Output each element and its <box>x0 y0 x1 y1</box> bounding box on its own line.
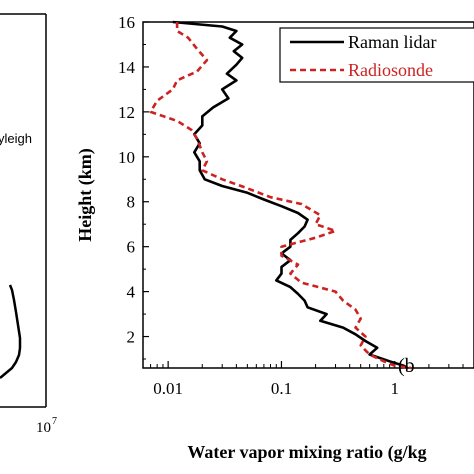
x-tick-label: 0.01 <box>153 379 183 398</box>
series-layer <box>149 20 412 370</box>
legend-label-radiosonde: Radiosonde <box>348 60 433 80</box>
x-axis-label: Water vapor mixing ratio (g/kg <box>187 442 426 463</box>
left-panel-x-tick-label-base: 10 <box>36 420 51 436</box>
series-line-raman-lidar <box>172 20 409 370</box>
y-tick-label: 14 <box>118 58 136 77</box>
series-line-radiosonde <box>149 22 412 370</box>
left-panel-label: yleigh <box>0 131 32 146</box>
y-tick-label: 8 <box>127 193 136 212</box>
x-ticks: 0.01 0.1 1 <box>150 361 464 398</box>
plot-area: 2 4 6 8 10 12 14 16 0.01 0.1 1 (b Raman lidar Rad… <box>75 13 474 463</box>
legend-box <box>279 27 474 83</box>
y-tick-label: 10 <box>118 148 135 167</box>
legend: Raman lidar Radiosonde <box>279 27 474 83</box>
left-panel-profile <box>0 284 22 379</box>
y-tick-label: 16 <box>118 13 135 32</box>
y-tick-label: 4 <box>127 283 136 302</box>
y-axis-label: Height (km) <box>75 148 96 242</box>
panel-label: (b <box>398 355 415 377</box>
left-panel: yleigh 10 7 <box>0 13 57 436</box>
y-ticks: 2 4 6 8 10 12 14 16 <box>118 13 149 360</box>
y-tick-label: 12 <box>118 103 135 122</box>
plot-frame <box>142 21 474 369</box>
x-tick-label: 0.1 <box>271 379 292 398</box>
y-tick-label: 6 <box>127 238 136 257</box>
x-tick-label: 1 <box>391 379 400 398</box>
legend-label-raman-lidar: Raman lidar <box>348 32 436 52</box>
left-panel-x-tick-label-exp: 7 <box>52 416 57 427</box>
y-tick-label: 2 <box>127 328 136 347</box>
